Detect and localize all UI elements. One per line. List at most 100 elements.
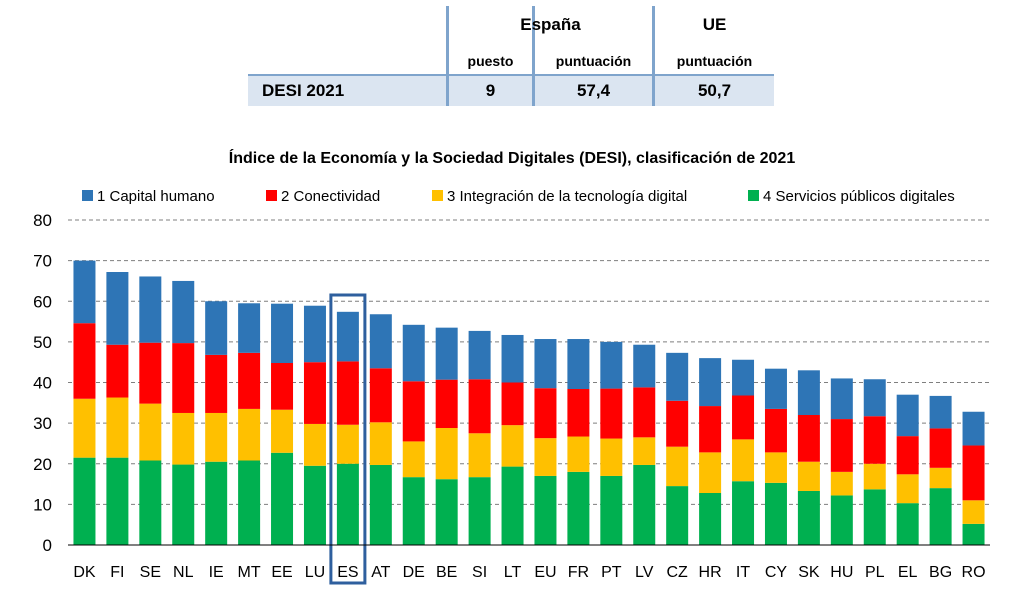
bar-segment-bg-series-1 [929, 467, 952, 489]
bar-segment-lv-series-0 [633, 464, 656, 545]
x-tick-label: AT [371, 564, 390, 581]
bar-segment-ro-series-2 [962, 445, 985, 501]
bar-segment-eu-series-2 [534, 388, 557, 439]
bar-segment-pt-series-3 [600, 341, 623, 389]
x-tick-label: PT [601, 564, 622, 581]
bar-segment-si-series-2 [468, 379, 491, 434]
bar-segment-at-series-2 [369, 368, 392, 423]
bar-segment-hu-series-3 [830, 378, 853, 420]
bar-segment-fi-series-0 [106, 457, 129, 545]
x-tick-label: LV [635, 564, 654, 581]
bar-segment-ee-series-3 [271, 303, 294, 363]
x-tick-label: SI [472, 564, 487, 581]
eu-score-value: 50,7 [697, 81, 732, 100]
bar-segment-el-series-1 [896, 474, 919, 504]
bar-segment-lu-series-2 [303, 362, 326, 424]
table-divider [652, 6, 655, 106]
bar-segment-mt-series-3 [238, 303, 261, 353]
x-tick-label: CY [765, 564, 788, 581]
bar-segment-ee-series-0 [271, 452, 294, 545]
x-tick-label: HU [830, 564, 853, 581]
bar-segment-lv-series-3 [633, 344, 656, 388]
bar-segment-fr-series-3 [567, 339, 590, 389]
bar-segment-lt-series-3 [501, 334, 524, 383]
bar-segment-ie-series-0 [205, 461, 228, 545]
legend-swatch [82, 190, 93, 201]
bar-segment-si-series-3 [468, 330, 491, 380]
y-tick-label: 50 [33, 333, 52, 352]
legend-item-servicios-publicos: 4 Servicios públicos digitales [748, 188, 955, 205]
x-tick-label: HR [699, 564, 722, 581]
x-tick-label: FR [568, 564, 589, 581]
bar-segment-bg-series-2 [929, 428, 952, 468]
x-tick-label: SE [140, 564, 161, 581]
bar-segment-el-series-3 [896, 394, 919, 437]
bar-segment-lu-series-0 [303, 465, 326, 545]
bar-segment-nl-series-0 [172, 464, 195, 545]
spain-score-value: 57,4 [576, 81, 611, 100]
bar-segment-nl-series-3 [172, 280, 195, 344]
bar-segment-at-series-1 [369, 422, 392, 465]
x-tick-label: LU [305, 564, 325, 581]
bar-segment-sk-series-0 [797, 490, 820, 545]
bar-segment-hr-series-0 [699, 493, 722, 545]
bar-segment-de-series-1 [402, 441, 425, 478]
bar-segment-pt-series-2 [600, 388, 623, 439]
bar-segment-at-series-3 [369, 314, 392, 369]
y-tick-label: 0 [43, 536, 52, 555]
bar-segment-be-series-3 [435, 327, 458, 380]
bar-segment-pl-series-1 [863, 463, 886, 490]
x-tick-label: EE [271, 564, 292, 581]
x-tick-label: PL [865, 564, 885, 581]
bar-segment-hr-series-2 [699, 406, 722, 453]
y-tick-label: 20 [33, 455, 52, 474]
bar-segment-be-series-0 [435, 479, 458, 545]
legend-swatch [266, 190, 277, 201]
x-tick-label: FI [110, 564, 124, 581]
y-tick-label: 10 [33, 495, 52, 514]
bar-segment-es-series-0 [336, 463, 359, 545]
bar-segment-bg-series-3 [929, 395, 952, 429]
table-row-background [248, 76, 774, 106]
bar-segment-cz-series-0 [666, 486, 689, 545]
bar-segment-es-series-3 [336, 311, 359, 362]
bar-segment-ro-series-1 [962, 500, 985, 524]
spain-rank-value: 9 [485, 81, 496, 100]
bar-segment-cy-series-0 [764, 482, 787, 545]
spain-header: España [520, 15, 581, 34]
bar-segment-se-series-1 [139, 403, 162, 461]
bar-segment-it-series-1 [732, 439, 755, 482]
bar-segment-dk-series-1 [73, 398, 96, 458]
bar-segment-lv-series-2 [633, 387, 656, 438]
bar-segment-fi-series-1 [106, 397, 129, 458]
bar-segment-fi-series-3 [106, 272, 129, 345]
bar-segment-be-series-1 [435, 428, 458, 480]
x-tick-label: CZ [667, 564, 689, 581]
bar-segment-ee-series-1 [271, 409, 294, 453]
bar-segment-hr-series-3 [699, 358, 722, 407]
bar-segment-pt-series-1 [600, 438, 623, 476]
legend-label: 4 Servicios públicos digitales [763, 188, 955, 205]
chart-title: Índice de la Economía y la Sociedad Digi… [228, 150, 796, 167]
bar-segment-de-series-0 [402, 477, 425, 545]
bar-segment-lu-series-3 [303, 305, 326, 363]
bar-segment-cy-series-1 [764, 452, 787, 483]
bar-segment-mt-series-2 [238, 352, 261, 409]
bar-segment-cz-series-1 [666, 446, 689, 487]
y-tick-label: 60 [33, 292, 52, 311]
bar-segment-el-series-2 [896, 436, 919, 475]
bar-segment-dk-series-2 [73, 323, 96, 399]
legend-label: 2 Conectividad [281, 188, 381, 205]
desi-summary-table: España UE puesto puntuación puntuación D… [248, 6, 774, 106]
bar-segment-se-series-3 [139, 276, 162, 343]
x-tick-label: ES [337, 564, 358, 581]
bar-segment-cz-series-3 [666, 352, 689, 401]
bar-segment-es-series-2 [336, 361, 359, 425]
legend-label: 1 Capital humano [97, 188, 215, 205]
x-tick-label: SK [798, 564, 820, 581]
table-divider [248, 74, 774, 76]
x-tick-label: BE [436, 564, 457, 581]
bar-segment-ee-series-2 [271, 363, 294, 410]
y-tick-label: 30 [33, 414, 52, 433]
